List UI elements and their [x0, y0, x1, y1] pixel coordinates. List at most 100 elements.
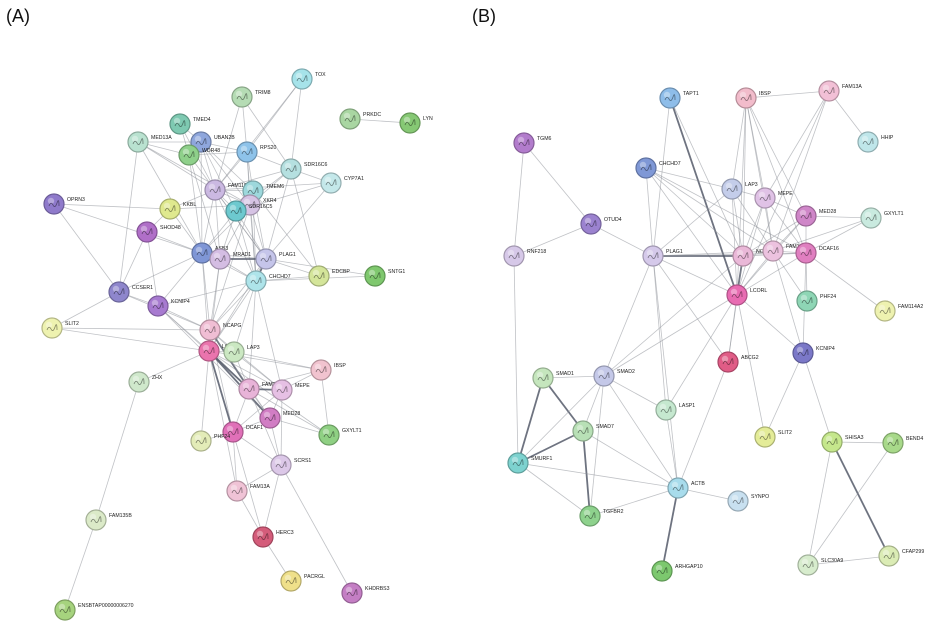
b-node-gxylt1[interactable]: GXYLT1 — [860, 207, 904, 229]
b-node-chchd7[interactable]: CHCHD7 — [635, 157, 681, 179]
a-node-tox[interactable]: TOX — [291, 68, 326, 90]
a-edge-mepe-scrs1 — [280, 389, 283, 466]
a-edge-sdr16c6-fam110 — [214, 168, 292, 191]
b-node-otud4[interactable]: OTUD4 — [580, 213, 622, 235]
b-edge-dcaf16-lcorl — [736, 252, 807, 296]
a-node-kcnip4[interactable]: KCNIP4 — [147, 295, 190, 317]
a-node-uban2b[interactable]: UBAN2B — [190, 131, 235, 153]
b-node-tapt1[interactable]: TAPT1 — [659, 87, 699, 109]
a-node-fam13a[interactable]: FAM13A — [226, 480, 270, 502]
a-node-label: FAM110 — [228, 183, 247, 189]
a-node-khdrbs3[interactable]: KHDRBS3 — [341, 582, 390, 604]
b-node-lap3[interactable]: LAP3 — [721, 178, 758, 200]
a-node-zhx[interactable]: ZHX — [128, 371, 163, 393]
a-node-tmed4[interactable]: TMED4 — [169, 113, 211, 135]
a-node-phf24[interactable]: PHF24 — [190, 430, 230, 452]
a-edge-shod48-ccser1 — [118, 231, 148, 293]
a-node-mrad1[interactable]: MRAD1 — [209, 248, 251, 270]
b-edge-mepe-dcaf16 — [764, 197, 807, 254]
b-node-mepe[interactable]: MEPE — [754, 187, 793, 209]
a-node-cyp7a1[interactable]: CYP7A1 — [320, 172, 364, 194]
a-node-dcaf1[interactable]: DCAF1 — [222, 421, 263, 443]
b-edge-plag1-lcorl — [652, 255, 738, 296]
b-node-phf24[interactable]: PHF24 — [796, 290, 836, 312]
a-node-label: OPRN3 — [67, 197, 85, 203]
b-node-lasp1[interactable]: LASP1 — [655, 399, 695, 421]
a-node-mepe[interactable]: MEPE — [271, 379, 310, 401]
a-node-slit2[interactable]: SLIT2 — [41, 317, 79, 339]
b-node-label: ABCG2 — [741, 355, 759, 361]
a-node-oprn3[interactable]: OPRN3 — [43, 193, 85, 215]
b-node-smad1[interactable]: SMAD1 — [532, 367, 574, 389]
b-node-fam114a2[interactable]: FAM114A2 — [874, 300, 923, 322]
b-edge-tapt1-lcorl — [669, 97, 738, 296]
b-node-rnf218[interactable]: RNF218 — [503, 245, 546, 267]
b-node-slit2[interactable]: SLIT2 — [754, 426, 792, 448]
a-node-fam135b[interactable]: FAM135B — [85, 509, 132, 531]
b-node-arhgap10[interactable]: ARHGAP10 — [651, 560, 703, 582]
a-node-prkdc[interactable]: PRKDC — [339, 108, 381, 130]
a-node-sdr16c6[interactable]: SDR16C6 — [280, 158, 327, 180]
b-node-label: KCNIP4 — [816, 346, 835, 352]
b-edge-ncapg-smad2 — [603, 255, 744, 377]
b-node-actb[interactable]: ACTB — [667, 477, 705, 499]
a-node-trim8[interactable]: TRIM8 — [231, 86, 271, 108]
a-node-fam1[interactable]: FAM1 — [238, 378, 276, 400]
b-edge-smad2-tgfbr2 — [589, 375, 605, 517]
a-edge-chchd7-fam1 — [248, 280, 257, 390]
a-node-lap3[interactable]: LAP3 — [223, 341, 260, 363]
a-node-ncapg[interactable]: NCAPG — [199, 319, 241, 341]
a-node-label: EDCBP — [332, 269, 350, 275]
b-node-slc30a9[interactable]: SLC30A9 — [797, 554, 843, 576]
a-node-xkr4[interactable]: XKR4 — [239, 194, 277, 216]
a-node-shod48[interactable]: SHOD48 — [136, 221, 181, 243]
b-node-abcg2[interactable]: ABCG2 — [717, 351, 759, 373]
b-node-label: TAPT1 — [683, 91, 699, 97]
b-node-med28[interactable]: MED28 — [795, 205, 836, 227]
a-node-label: RPS20 — [260, 145, 277, 151]
a-node-kkbl[interactable]: KKBL — [159, 198, 196, 220]
b-node-smurf1[interactable]: SMURF1 — [507, 452, 552, 474]
a-node-ccser1[interactable]: CCSER1 — [108, 281, 153, 303]
a-edge-fam1-ibsp — [248, 369, 322, 390]
a-node-ensbtap[interactable]: ENSBTAP00000006270 — [54, 599, 134, 621]
a-node-ibsp[interactable]: IBSP — [310, 359, 346, 381]
b-edge-smad7-smurf1 — [517, 430, 584, 464]
b-edge-bend4-slc30a9 — [807, 442, 894, 566]
a-node-edcbp[interactable]: EDCBP — [308, 265, 350, 287]
a-node-wdr48[interactable]: WDR48 — [178, 144, 220, 166]
b-node-label: SLC30A9 — [821, 558, 843, 564]
b-node-lcorl[interactable]: LCORL — [726, 284, 767, 306]
a-node-plag1[interactable]: PLAG1 — [255, 248, 296, 270]
b-node-tgm6[interactable]: TGM6 — [513, 132, 552, 154]
a-node-herc3[interactable]: HERC3 — [252, 526, 294, 548]
b-edge-med28-ncapg — [742, 215, 807, 257]
b-node-synpo[interactable]: SYNPO — [727, 490, 769, 512]
b-node-dcaf16[interactable]: DCAF16 — [795, 242, 839, 264]
a-node-sdr16c5[interactable]: SDR16C5 — [225, 200, 272, 222]
b-node-shisa3[interactable]: SHISA3 — [821, 431, 864, 453]
a-node-scrs1[interactable]: SCRS1 — [270, 454, 311, 476]
a-node-med28[interactable]: MED28 — [259, 407, 300, 429]
a-node-sntg1[interactable]: SNTG1 — [364, 265, 405, 287]
b-node-cfap299[interactable]: CFAP299 — [878, 545, 924, 567]
b-node-plag1[interactable]: PLAG1 — [642, 245, 683, 267]
b-node-smad7[interactable]: SMAD7 — [572, 420, 614, 442]
b-node-fam13a[interactable]: FAM13A — [818, 80, 862, 102]
b-node-bend4[interactable]: BEND4 — [882, 432, 923, 454]
a-node-label: SDR16C5 — [249, 204, 272, 210]
b-node-hhip[interactable]: HHIP — [857, 131, 894, 153]
a-node-chchd7[interactable]: CHCHD7 — [245, 270, 291, 292]
a-node-gxylt1[interactable]: GXYLT1 — [318, 424, 362, 446]
a-node-med13a[interactable]: MED13A — [127, 131, 172, 153]
a-edge-chchd7-ncapg — [209, 280, 257, 331]
a-node-lyn[interactable]: LYN — [399, 112, 433, 134]
b-node-kcnip4[interactable]: KCNIP4 — [792, 342, 835, 364]
b-node-smad2[interactable]: SMAD2 — [593, 365, 635, 387]
a-node-fam110[interactable]: FAM110 — [204, 179, 247, 201]
a-node-pacrgl[interactable]: PACRGL — [280, 570, 325, 592]
b-edge-lcorl-lasp1 — [665, 294, 738, 411]
a-node-rps20[interactable]: RPS20 — [236, 141, 277, 163]
b-node-tgfbr2[interactable]: TGFBR2 — [579, 505, 624, 527]
b-node-ibsp[interactable]: IBSP — [735, 87, 771, 109]
